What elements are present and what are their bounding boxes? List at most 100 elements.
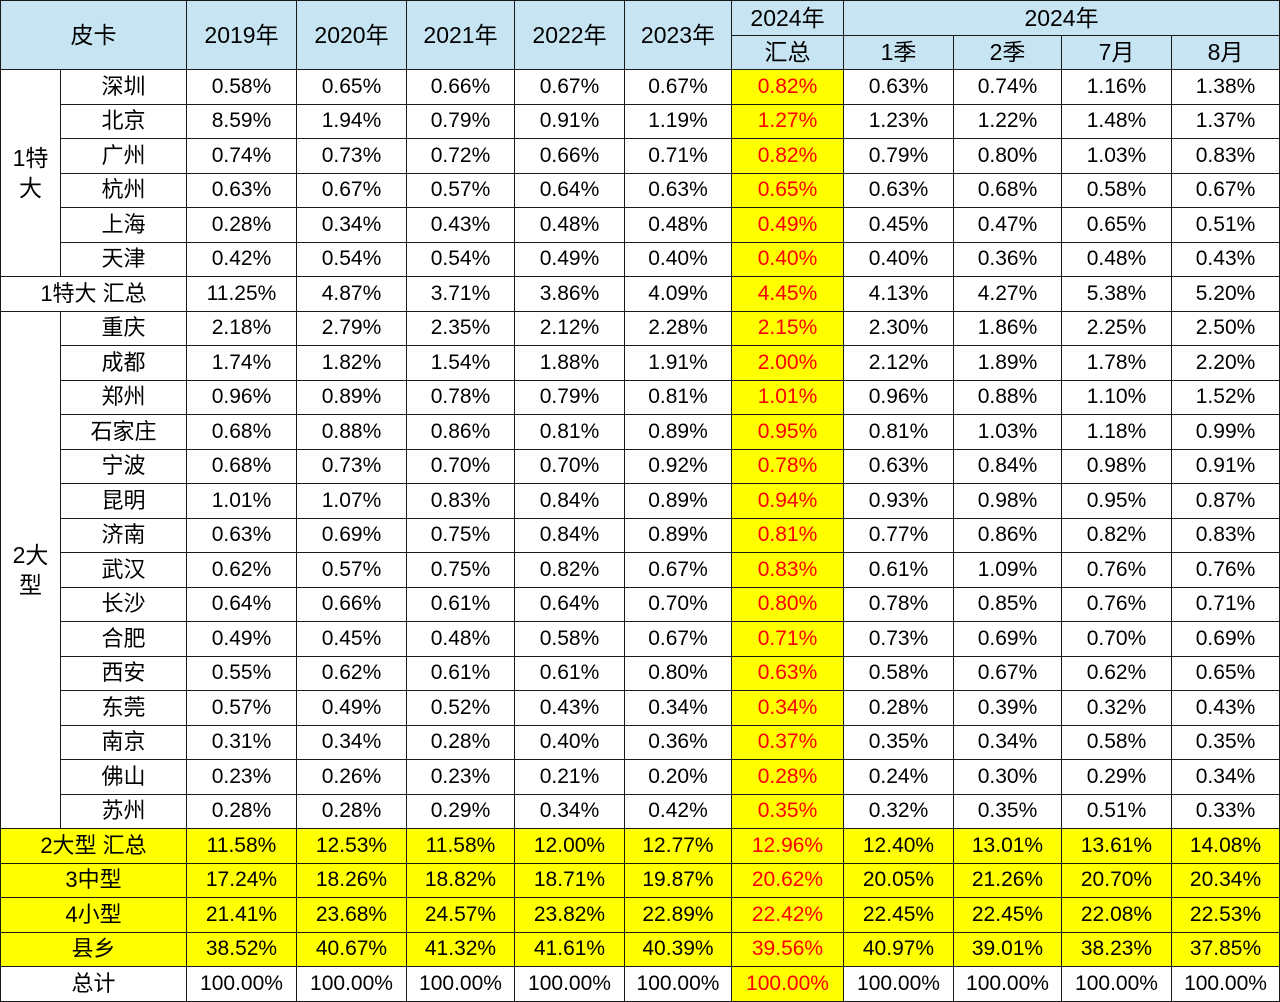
value-cell: 20.05% <box>843 862 954 898</box>
sub-header: 2季 <box>953 34 1062 70</box>
summary-label-header: 汇总 <box>731 34 844 70</box>
summary-value-cell: 1.01% <box>731 379 844 415</box>
value-cell: 0.62% <box>1061 655 1172 691</box>
value-cell: 0.79% <box>514 379 625 415</box>
value-cell: 0.51% <box>1170 207 1280 243</box>
year-header: 2020年 <box>296 0 407 70</box>
table-row: 天津 0.42% 0.54% 0.54% 0.49% 0.40% 0.40% 0.40% 0.3… <box>1 241 1280 277</box>
value-cell: 0.31% <box>186 724 297 760</box>
city-cell: 杭州 <box>60 172 187 208</box>
summary-value-cell: 20.62% <box>731 862 844 898</box>
table-row: 北京 8.59% 1.94% 0.79% 0.91% 1.19% 1.27% 1.23% 1.2… <box>1 103 1280 139</box>
value-cell: 12.77% <box>624 828 732 864</box>
value-cell: 1.82% <box>296 345 407 381</box>
value-cell: 100.00% <box>186 966 297 1002</box>
tier1-summary-row: 1特大 汇总 11.25% 4.87% 3.71% 3.86% 4.09% 4.45% 4.1… <box>0 276 1280 312</box>
value-cell: 1.03% <box>1061 138 1172 174</box>
value-cell: 0.77% <box>843 517 954 553</box>
value-cell: 0.89% <box>624 517 732 553</box>
summary-value-cell: 0.63% <box>731 655 844 691</box>
value-cell: 0.61% <box>843 552 954 588</box>
summary-value-cell: 12.96% <box>731 828 844 864</box>
value-cell: 0.58% <box>514 621 625 657</box>
value-cell: 0.42% <box>624 793 732 829</box>
value-cell: 0.48% <box>624 207 732 243</box>
value-cell: 0.66% <box>514 138 625 174</box>
value-cell: 0.42% <box>186 241 297 277</box>
value-cell: 40.39% <box>624 931 732 967</box>
value-cell: 0.34% <box>514 793 625 829</box>
value-cell: 39.01% <box>953 931 1062 967</box>
value-cell: 0.88% <box>296 414 407 450</box>
value-cell: 0.43% <box>1170 241 1280 277</box>
value-cell: 2.20% <box>1170 345 1280 381</box>
value-cell: 0.58% <box>843 655 954 691</box>
value-cell: 0.28% <box>186 793 297 829</box>
value-cell: 0.28% <box>296 793 407 829</box>
value-cell: 0.83% <box>1170 138 1280 174</box>
value-cell: 1.74% <box>186 345 297 381</box>
value-cell: 0.20% <box>624 759 732 795</box>
value-cell: 0.54% <box>296 241 407 277</box>
value-cell: 0.35% <box>1170 724 1280 760</box>
value-cell: 1.03% <box>953 414 1062 450</box>
corner-header: 皮卡 <box>0 0 187 70</box>
value-cell: 0.47% <box>953 207 1062 243</box>
value-cell: 2.25% <box>1061 310 1172 346</box>
value-cell: 0.57% <box>296 552 407 588</box>
value-cell: 0.49% <box>296 690 407 726</box>
value-cell: 0.78% <box>406 379 515 415</box>
value-cell: 0.89% <box>296 379 407 415</box>
value-cell: 0.76% <box>1170 552 1280 588</box>
summary-value-cell: 0.81% <box>731 517 844 553</box>
header-row-1: 皮卡 2019年 2020年 2021年 2022年 2023年 2024年 2… <box>0 0 1280 70</box>
value-cell: 0.63% <box>843 448 954 484</box>
value-cell: 2.28% <box>624 310 732 346</box>
value-cell: 0.73% <box>296 138 407 174</box>
value-cell: 0.63% <box>186 517 297 553</box>
value-cell: 0.58% <box>1061 724 1172 760</box>
value-cell: 40.67% <box>296 931 407 967</box>
table-row: 武汉 0.62% 0.57% 0.75% 0.82% 0.67% 0.83% 0.61% 1.0… <box>1 552 1280 588</box>
value-cell: 1.10% <box>1061 379 1172 415</box>
value-cell: 0.69% <box>1170 621 1280 657</box>
value-cell: 100.00% <box>296 966 407 1002</box>
value-cell: 0.61% <box>514 655 625 691</box>
value-cell: 0.75% <box>406 552 515 588</box>
value-cell: 0.67% <box>624 552 732 588</box>
value-cell: 0.61% <box>406 586 515 622</box>
value-cell: 1.88% <box>514 345 625 381</box>
value-cell: 0.67% <box>953 655 1062 691</box>
year-header: 2023年 <box>624 0 732 70</box>
value-cell: 0.66% <box>296 586 407 622</box>
value-cell: 2.79% <box>296 310 407 346</box>
value-cell: 0.30% <box>953 759 1062 795</box>
value-cell: 0.39% <box>953 690 1062 726</box>
value-cell: 12.40% <box>843 828 954 864</box>
value-cell: 0.81% <box>624 379 732 415</box>
value-cell: 0.69% <box>296 517 407 553</box>
city-cell: 南京 <box>60 724 187 760</box>
value-cell: 0.57% <box>186 690 297 726</box>
value-cell: 22.89% <box>624 897 732 933</box>
value-cell: 14.08% <box>1170 828 1280 864</box>
value-cell: 4.27% <box>953 276 1062 312</box>
value-cell: 1.89% <box>953 345 1062 381</box>
summary-value-cell: 0.28% <box>731 759 844 795</box>
value-cell: 40.97% <box>843 931 954 967</box>
value-cell: 0.93% <box>843 483 954 519</box>
value-cell: 0.45% <box>296 621 407 657</box>
value-cell: 1.23% <box>843 103 954 139</box>
table-row: 2大型重庆 2.18% 2.79% 2.35% 2.12% 2.28% 2.15% 2.30%… <box>0 310 1280 829</box>
total-label-cell: 总计 <box>0 966 187 1002</box>
value-cell: 18.26% <box>296 862 407 898</box>
value-cell: 0.49% <box>514 241 625 277</box>
value-cell: 41.61% <box>514 931 625 967</box>
tier-label: 1特大 <box>0 69 61 277</box>
value-cell: 3.71% <box>406 276 515 312</box>
value-cell: 0.43% <box>1170 690 1280 726</box>
city-cell: 苏州 <box>60 793 187 829</box>
value-cell: 0.91% <box>514 103 625 139</box>
value-cell: 1.86% <box>953 310 1062 346</box>
value-cell: 1.91% <box>624 345 732 381</box>
